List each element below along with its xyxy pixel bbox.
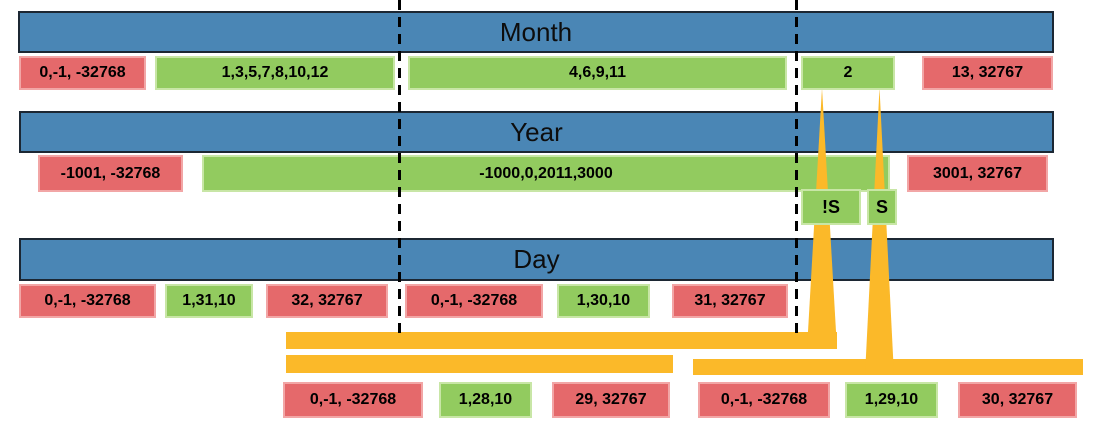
day-30-invalid-low-box: 0,-1, -32768 (405, 284, 543, 318)
year-invalid-high-box: 3001, 32767 (907, 155, 1048, 192)
leap-year-flag-box: S (867, 189, 897, 225)
feb-leap-valid-box: 1,29,10 (845, 382, 938, 418)
partition-divider-line-left (398, 0, 401, 333)
year-valid-box: -1000,0,2011,3000 (202, 155, 890, 192)
feb-leap-invalid-low-box: 0,-1, -32768 (698, 382, 830, 418)
month-bar: Month (18, 11, 1054, 53)
day-31-invalid-low-box: 0,-1, -32768 (19, 284, 156, 318)
partition-divider-line-right (795, 0, 798, 333)
feb-non-leap-day-axis-bar (286, 355, 673, 373)
year-bar-label: Year (510, 116, 563, 147)
feb-non-leap-invalid-high-box: 29, 32767 (552, 382, 670, 418)
month-valid-30-day-months-box: 4,6,9,11 (408, 56, 787, 90)
month-invalid-low-box: 0,-1, -32768 (19, 56, 146, 90)
month-valid-february-box: 2 (801, 56, 895, 90)
feb-non-leap-invalid-low-box: 0,-1, -32768 (283, 382, 423, 418)
feb-non-leap-valid-box: 1,28,10 (439, 382, 532, 418)
day-31-invalid-high-box: 32, 32767 (266, 284, 388, 318)
month-valid-31-day-months-box: 1,3,5,7,8,10,12 (155, 56, 395, 90)
year-invalid-low-box: -1001, -32768 (38, 155, 183, 192)
year-bar: Year (19, 111, 1054, 153)
day-bar-label: Day (513, 244, 560, 274)
day-bar: Day (19, 238, 1054, 281)
month-invalid-high-box: 13, 32767 (922, 56, 1053, 90)
day-31-valid-box: 1,31,10 (165, 284, 253, 318)
not-leap-year-flag-box: !S (801, 189, 861, 225)
month-bar-label: Month (499, 16, 573, 47)
feb-non-leap-connector-bar (286, 332, 837, 349)
day-30-valid-box: 1,30,10 (557, 284, 650, 318)
feb-leap-invalid-high-box: 30, 32767 (958, 382, 1077, 418)
day-30-invalid-high-box: 31, 32767 (672, 284, 788, 318)
